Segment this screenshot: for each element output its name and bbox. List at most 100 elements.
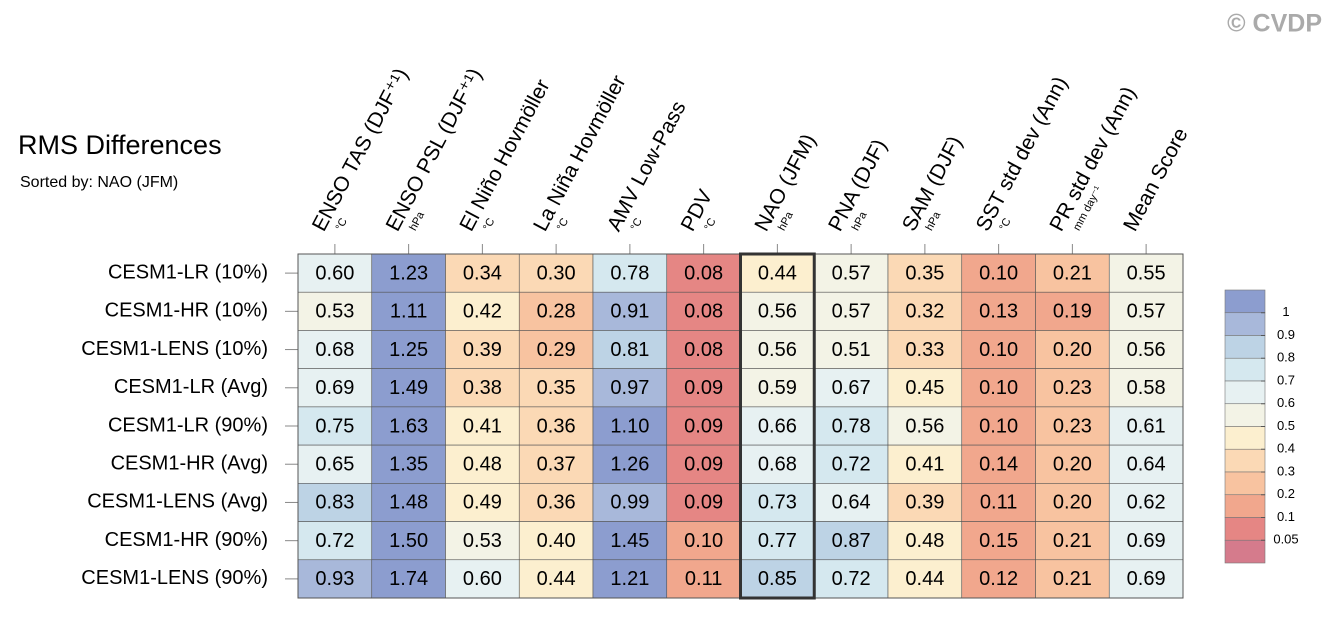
colorbar-tick-label: 0.5	[1277, 418, 1295, 433]
colorbar-tick-label: 0.8	[1277, 350, 1295, 365]
cell	[887, 253, 963, 293]
cell	[666, 330, 741, 369]
cell-label: 0.13	[979, 301, 1018, 323]
colorbar-tick-label: 0.4	[1277, 441, 1295, 456]
cell	[297, 253, 373, 293]
cell-label: 0.66	[758, 415, 797, 437]
cell	[371, 521, 446, 561]
cell-label: 0.69	[315, 377, 354, 399]
colorbar-swatch	[1224, 380, 1266, 405]
cell-label: 0.55	[1127, 262, 1166, 284]
cell-label: 0.32	[905, 301, 944, 323]
cell-label: 0.44	[537, 568, 576, 590]
cell-label: 0.56	[1127, 339, 1166, 361]
cell-label: 0.57	[832, 262, 871, 284]
cell	[445, 444, 520, 484]
colorbar-tick-label: 0.1	[1277, 509, 1295, 524]
cell	[592, 291, 668, 331]
sort-highlight	[739, 252, 816, 600]
cell-label: 0.93	[315, 568, 354, 590]
cell	[1108, 406, 1184, 446]
cell	[445, 521, 520, 561]
cell-label: 0.10	[979, 377, 1018, 399]
chart-subtitle: Sorted by: NAO (JFM)	[20, 174, 178, 191]
cell	[371, 330, 446, 369]
cell-label: 0.77	[758, 530, 797, 552]
cell	[445, 368, 520, 408]
cell	[371, 253, 446, 293]
colorbar-tick-label: 0.6	[1277, 395, 1295, 410]
colorbar-swatch	[1224, 403, 1266, 427]
cell-label: 0.10	[684, 530, 723, 552]
cell-label: 0.75	[315, 415, 354, 437]
cell-label: 1.23	[389, 262, 428, 284]
cell-label: 0.11	[980, 492, 1017, 514]
cell	[518, 406, 594, 446]
cell-label: 1.35	[389, 454, 428, 476]
cell	[666, 406, 741, 446]
colorbar-swatch	[1224, 448, 1266, 473]
cell	[445, 291, 520, 331]
cell-label: 0.48	[463, 454, 502, 476]
cell	[961, 291, 1036, 331]
cell-label: 0.60	[463, 568, 502, 590]
cell	[740, 559, 815, 599]
colorbar-swatch	[1224, 335, 1266, 359]
cell-label: 0.30	[537, 262, 576, 284]
cell	[592, 444, 668, 484]
cell-label: 0.53	[315, 301, 354, 323]
cell-label: 0.59	[758, 377, 797, 399]
cell-label: 0.23	[1053, 377, 1092, 399]
cell-label: 0.28	[537, 301, 576, 323]
cell	[518, 253, 594, 293]
cell-label: 0.36	[537, 415, 576, 437]
cell	[666, 253, 741, 293]
colorbar-swatch	[1224, 471, 1266, 496]
cell	[887, 291, 963, 331]
cell	[813, 330, 889, 369]
column-unit: °C	[997, 216, 1013, 233]
column-unit: °C	[702, 216, 718, 233]
colorbar-tick-label: 0.7	[1277, 372, 1295, 387]
cell-label: 0.83	[315, 492, 354, 514]
cell-label: 0.61	[1127, 415, 1166, 437]
cell-label: 0.58	[1127, 377, 1166, 399]
cell-label: 0.29	[537, 339, 576, 361]
cell-label: 0.09	[684, 377, 723, 399]
cell-label: 0.42	[463, 301, 502, 323]
cell	[518, 291, 594, 331]
cell-label: 0.56	[905, 415, 944, 437]
cell-label: 0.44	[758, 262, 797, 284]
cell	[518, 559, 594, 599]
cell-label: 0.62	[1127, 492, 1166, 514]
cell	[961, 406, 1036, 446]
cell	[592, 330, 668, 369]
cell-label: 0.12	[979, 568, 1018, 590]
cell-label: 0.39	[463, 339, 502, 361]
cell	[813, 483, 889, 522]
cell-label: 0.64	[832, 492, 871, 514]
cell-label: 1.74	[389, 568, 428, 590]
cell	[813, 406, 889, 446]
cell-label: 0.69	[1127, 568, 1166, 590]
column-label: Mean Score	[1119, 124, 1192, 235]
cell	[887, 406, 963, 446]
cell-label: 0.73	[758, 492, 797, 514]
column-unit: °C	[481, 216, 497, 233]
column-label: AMV Low-Pass	[603, 97, 691, 235]
cell	[445, 483, 520, 522]
cell	[518, 368, 594, 408]
cell-label: 0.40	[537, 530, 576, 552]
cell	[371, 406, 446, 446]
cell-label: 0.81	[610, 339, 649, 361]
cell-label: 1.25	[389, 339, 428, 361]
cell	[1108, 291, 1184, 331]
cell-label: 0.10	[979, 415, 1018, 437]
cell-label: 0.85	[758, 568, 797, 590]
cell	[371, 368, 446, 408]
cell-label: 0.19	[1053, 301, 1092, 323]
colorbar-swatch	[1224, 312, 1266, 336]
cell-label: 1.10	[610, 415, 649, 437]
cell	[1108, 483, 1184, 522]
cell-label: 0.35	[537, 377, 576, 399]
